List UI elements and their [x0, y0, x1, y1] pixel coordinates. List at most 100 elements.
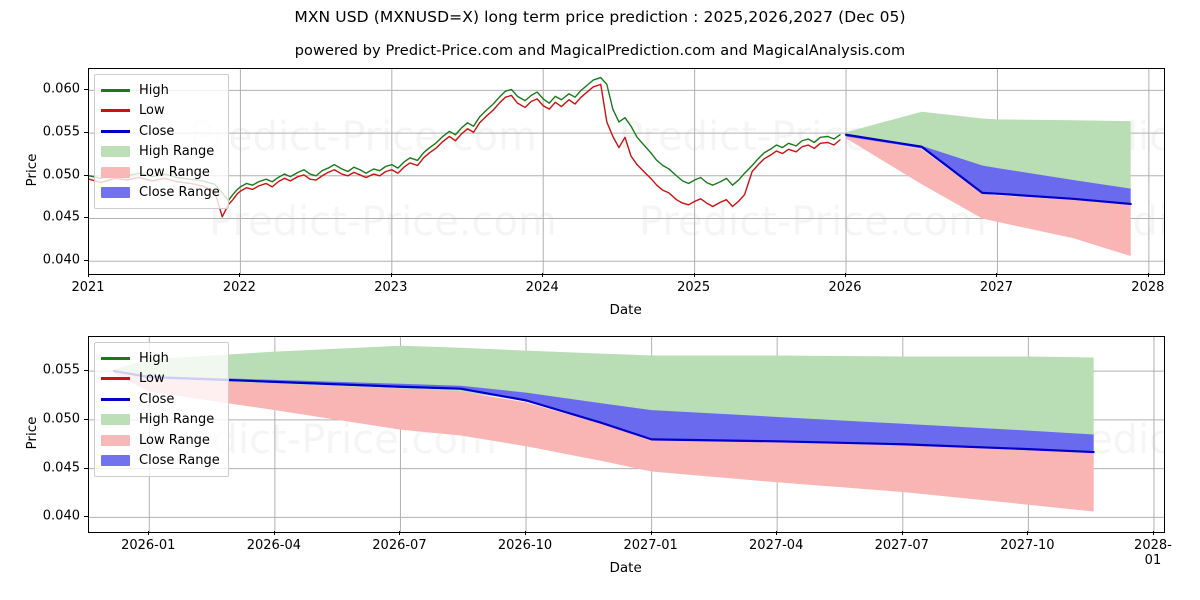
- x-tick: [996, 273, 998, 277]
- legend-swatch-icon: [101, 397, 130, 401]
- y-tick-label: 0.050: [42, 167, 80, 183]
- legend-overview: High Low Close High Range Low Range Close Ran…: [94, 74, 229, 209]
- x-tick-label: 2027-01: [623, 538, 678, 553]
- x-tick-label: 2026: [828, 280, 862, 295]
- x-tick: [650, 531, 652, 535]
- y-tick: [84, 174, 88, 176]
- legend-item-high[interactable]: High: [101, 348, 220, 369]
- y-tick-label: 0.055: [42, 362, 80, 378]
- legend-swatch-icon: [101, 434, 130, 446]
- overview-chart-plot-area: Predict-Price.comPredict-Price.comPredic…: [88, 68, 1165, 275]
- legend-swatch-icon: [101, 88, 130, 92]
- x-tick-label: 2027-10: [1000, 538, 1055, 553]
- y-tick-label: 0.050: [42, 411, 80, 427]
- x-tick: [239, 273, 241, 277]
- legend-swatch-icon: [101, 414, 130, 426]
- y-tick-label: 0.060: [42, 81, 80, 97]
- series-detail: [113, 345, 1095, 512]
- x-tick-label: 2026-10: [497, 538, 553, 553]
- y-tick: [84, 132, 88, 134]
- legend-swatch-icon: [101, 356, 130, 360]
- y-tick-label: 0.055: [42, 124, 80, 140]
- y-tick: [84, 467, 88, 469]
- legend-item-high[interactable]: High: [101, 80, 220, 101]
- legend-item-close[interactable]: Close: [101, 121, 220, 142]
- x-tick: [693, 273, 695, 277]
- legend-item-label: High: [139, 350, 169, 366]
- legend-item-close[interactable]: Close: [101, 389, 220, 410]
- legend-swatch-icon: [101, 166, 130, 178]
- x-tick: [776, 531, 778, 535]
- x-tick: [901, 531, 903, 535]
- legend-item-close-range[interactable]: Close Range: [101, 183, 220, 204]
- x-tick-label: 2026-07: [372, 538, 427, 553]
- legend-item-label: High Range: [139, 412, 215, 428]
- legend-item-close-range[interactable]: Close Range: [101, 451, 220, 472]
- page-subtitle: powered by Predict-Price.com and Magical…: [294, 43, 906, 59]
- legend-item-label: Low Range: [139, 164, 210, 180]
- legend-swatch-icon: [101, 109, 130, 113]
- y-tick-label: 0.045: [42, 460, 80, 476]
- x-tick: [273, 531, 275, 535]
- legend-item-label: Close Range: [139, 185, 220, 201]
- x-tick-label: 2027: [979, 280, 1013, 295]
- legend-swatch-icon: [101, 377, 130, 381]
- x-tick-label: 2026-01: [121, 538, 176, 553]
- legend-item-label: Low: [139, 371, 165, 387]
- legend-swatch-icon: [101, 187, 130, 199]
- x-tick: [148, 531, 150, 535]
- x-tick-label: 2023: [374, 280, 408, 295]
- legend-swatch-icon: [101, 146, 130, 158]
- legend-detail: High Low Close High Range Low Range Close Ran…: [94, 342, 229, 477]
- legend-item-label: Low Range: [139, 432, 210, 448]
- y-axis-label-detail: Price: [24, 416, 40, 449]
- x-tick-label: 2022: [222, 280, 256, 295]
- x-tick-label: 2028: [1131, 280, 1165, 295]
- legend-item-low[interactable]: Low: [101, 101, 220, 122]
- x-tick: [1027, 531, 1029, 535]
- x-tick: [542, 273, 544, 277]
- legend-item-high-range[interactable]: High Range: [101, 142, 220, 163]
- x-tick-label: 2024: [525, 280, 559, 295]
- legend-item-label: Close: [139, 391, 175, 407]
- series-overview: [89, 76, 1132, 257]
- y-tick: [84, 89, 88, 91]
- legend-item-label: Low: [139, 103, 165, 119]
- legend-item-high-range[interactable]: High Range: [101, 410, 220, 431]
- legend-item-low[interactable]: Low: [101, 369, 220, 390]
- x-tick-label: 2027-04: [749, 538, 804, 553]
- forecast-detail-chart-plot-area: Predict-Price.comPredict-Price.comPredic…: [88, 336, 1165, 533]
- y-tick-label: 0.045: [42, 209, 80, 225]
- x-tick: [88, 273, 89, 277]
- legend-item-label: Close: [139, 123, 175, 139]
- x-tick: [845, 273, 847, 277]
- y-tick: [84, 260, 88, 262]
- x-axis-label-overview: Date: [609, 302, 642, 318]
- y-tick: [84, 217, 88, 219]
- x-tick-label: 2028-01: [1134, 538, 1172, 568]
- y-axis-label-overview: Price: [24, 153, 40, 186]
- y-tick-label: 0.040: [42, 508, 80, 524]
- x-axis-label-detail: Date: [609, 560, 642, 576]
- x-tick: [1152, 531, 1154, 535]
- x-tick: [1147, 273, 1149, 277]
- x-tick-label: 2026-04: [246, 538, 302, 553]
- x-tick-label: 2027-07: [874, 538, 929, 553]
- legend-item-low-range[interactable]: Low Range: [101, 430, 220, 451]
- legend-item-label: High Range: [139, 144, 215, 160]
- legend-item-low-range[interactable]: Low Range: [101, 162, 220, 183]
- x-tick: [525, 531, 527, 535]
- x-tick: [399, 531, 401, 535]
- page-title: MXN USD (MXNUSD=X) long term price predi…: [294, 8, 906, 26]
- x-tick: [390, 273, 392, 277]
- legend-swatch-icon: [101, 455, 130, 467]
- y-tick-label: 0.040: [42, 252, 80, 268]
- x-tick-label: 2021: [71, 280, 105, 295]
- y-tick: [84, 516, 88, 518]
- legend-item-label: Close Range: [139, 453, 220, 469]
- x-tick-label: 2025: [677, 280, 711, 295]
- legend-item-label: High: [139, 82, 169, 98]
- y-tick: [84, 370, 88, 372]
- legend-swatch-icon: [101, 129, 130, 133]
